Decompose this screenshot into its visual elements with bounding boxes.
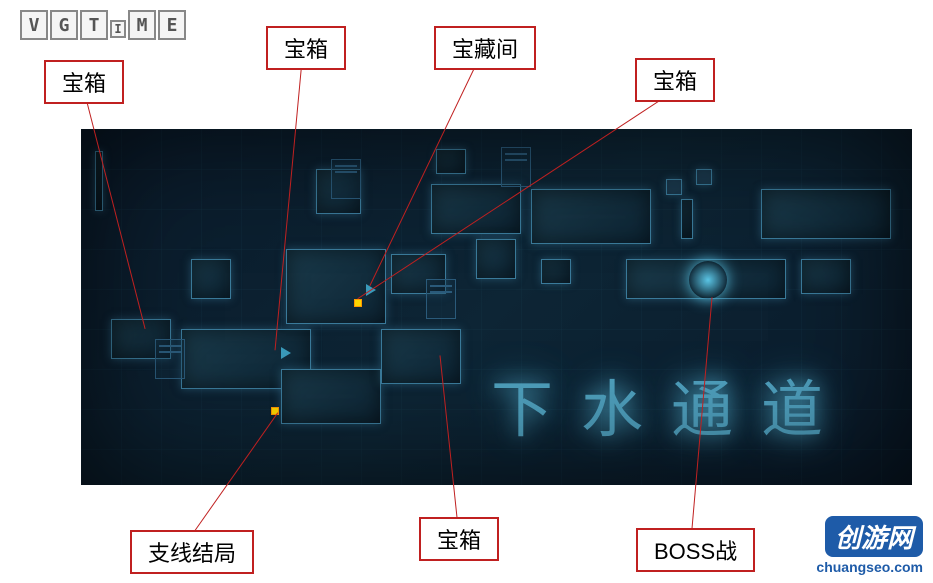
logo-char: G: [50, 10, 78, 40]
logo-char: I: [110, 20, 126, 38]
logo-char: V: [20, 10, 48, 40]
chuangyou-logo: 创游网 chuangseo.com: [816, 516, 923, 575]
vgtime-logo: V G T I M E: [20, 10, 186, 40]
callout-l2: 宝箱: [266, 26, 346, 70]
logo-char: T: [80, 10, 108, 40]
callout-l1: 宝箱: [44, 60, 124, 104]
logo-char: M: [128, 10, 156, 40]
callout-l6: 宝箱: [419, 517, 499, 561]
callout-l7: BOSS战: [636, 528, 755, 572]
chuangyou-main: 创游网: [825, 516, 923, 557]
callout-l4: 宝箱: [635, 58, 715, 102]
callout-l3: 宝藏间: [434, 26, 536, 70]
chuangyou-sub: chuangseo.com: [816, 559, 923, 575]
logo-char: E: [158, 10, 186, 40]
callout-l5: 支线结局: [130, 530, 254, 574]
game-map: 下水通道: [81, 129, 912, 485]
vignette: [81, 129, 912, 485]
